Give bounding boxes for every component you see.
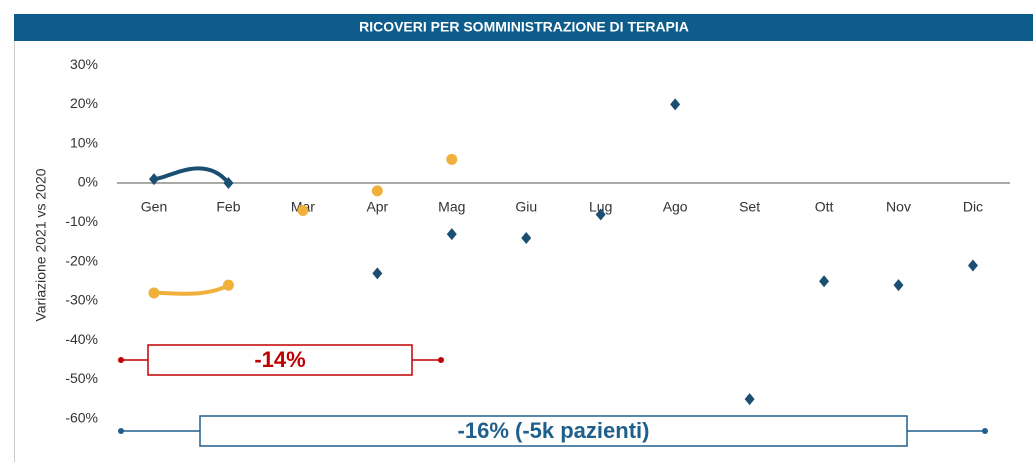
y-tick-label: 30% [70,56,98,72]
annotation-dot [438,357,444,363]
y-tick-label: 20% [70,95,98,111]
y-tick-label: -60% [65,410,98,426]
marker [446,153,458,165]
annotation-text: -16% (-5k pazienti) [458,418,650,443]
x-tick-label: Ago [663,199,688,215]
marker [521,232,532,245]
x-tick-label: Mag [438,199,465,215]
annotation-text: -14% [254,347,305,372]
x-tick-label: Giu [515,199,537,215]
y-tick-label: 0% [78,174,98,190]
y-axis-label: Variazione 2021 vs 2020 [33,168,49,321]
marker [446,228,457,241]
y-tick-label: -20% [65,252,98,268]
marker [371,185,383,197]
series-line [153,283,230,296]
y-tick-label: -50% [65,370,98,386]
y-tick-label: -10% [65,213,98,229]
annotation-dot [118,357,124,363]
annotation-dot [118,428,124,434]
marker [222,279,234,291]
marker [670,98,681,111]
x-tick-label: Set [739,199,760,215]
x-tick-label: Nov [886,199,911,215]
y-tick-label: -30% [65,292,98,308]
marker [223,177,234,189]
annotation-dot [982,428,988,434]
chart-title: RICOVERI PER SOMMINISTRAZIONE DI TERAPIA [359,19,689,35]
annotation-box [199,415,908,447]
x-tick-label: Dic [963,199,983,215]
x-tick-label: Lug [589,199,612,215]
series-line [153,166,231,185]
marker [372,267,383,280]
marker [595,208,606,221]
marker [297,205,309,217]
x-tick-label: Apr [366,199,388,215]
marker [819,275,830,288]
x-tick-label: Gen [141,199,167,215]
marker [893,279,904,292]
marker [744,393,755,406]
annotation-box [147,344,413,376]
marker [967,259,978,272]
x-tick-label: Feb [216,199,240,215]
y-tick-label: 10% [70,134,98,150]
marker [149,173,159,186]
y-tick-label: -40% [65,331,98,347]
x-tick-label: Ott [815,199,834,215]
marker [148,287,160,299]
title-bar [14,14,1033,41]
